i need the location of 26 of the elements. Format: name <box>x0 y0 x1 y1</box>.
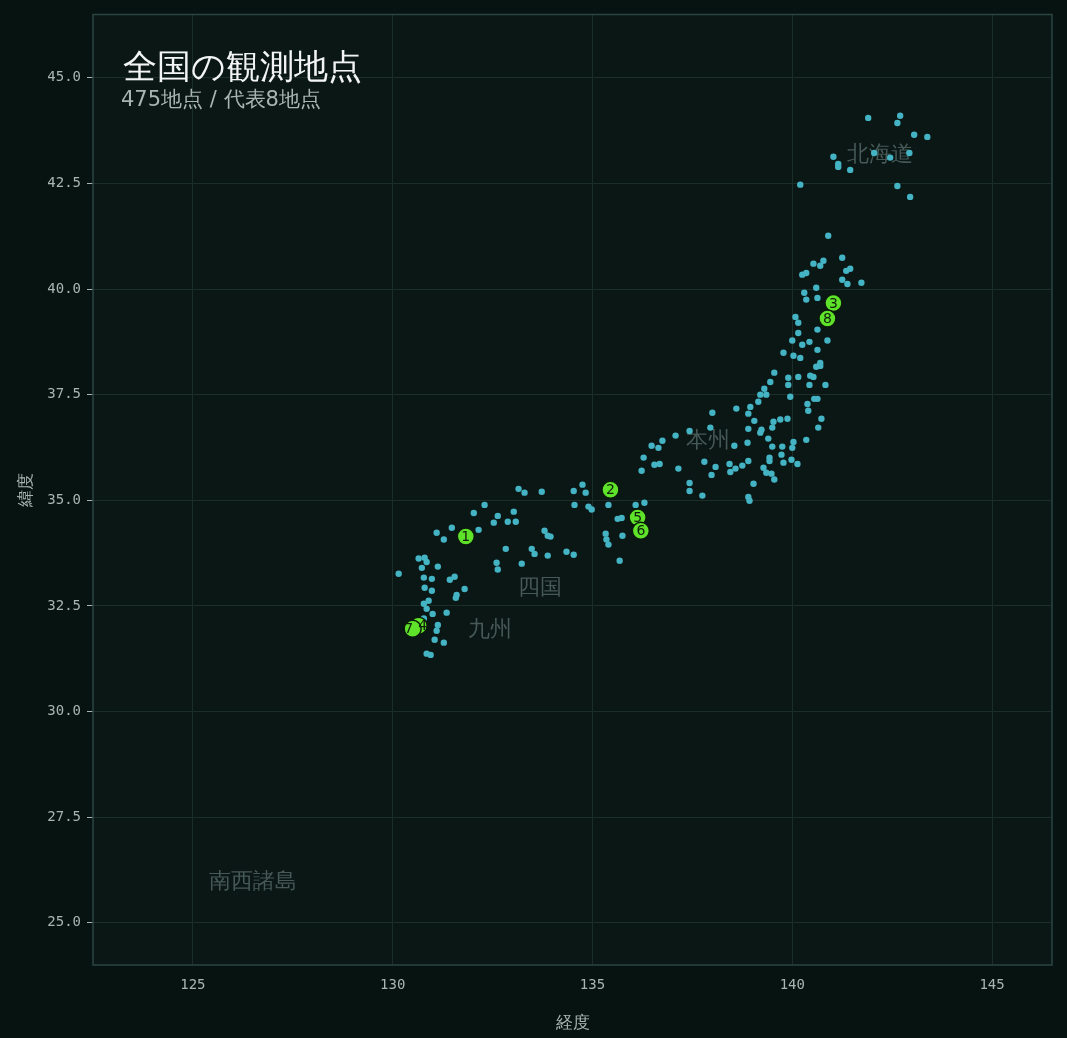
x-tick-label: 125 <box>180 976 206 993</box>
y-tick-label: 40.0 <box>47 279 81 296</box>
x-tick-label: 140 <box>779 976 805 993</box>
y-tick-label: 45.0 <box>47 68 81 85</box>
annotation: 2 <box>606 481 615 498</box>
text: 全国の観測地点 <box>123 46 362 87</box>
y-tick-label: 42.5 <box>47 174 81 191</box>
y-tick-label: 37.5 <box>47 385 81 402</box>
x-tick-label: 135 <box>579 976 606 993</box>
y-tick-label: 30.0 <box>47 702 81 719</box>
annotation: 8 <box>822 310 832 327</box>
annotation: 1 <box>461 528 471 545</box>
annotation: 南西諸島 <box>209 868 298 894</box>
y-tick-label: 32.5 <box>47 596 81 613</box>
annotation: 3 <box>828 294 838 311</box>
x-tick-label: 130 <box>380 976 406 993</box>
annotation: 九州 <box>468 616 513 642</box>
y-tick-label: 25.0 <box>47 913 81 930</box>
text: 475地点 / 代表8地点 <box>121 87 321 112</box>
x-tick-label: 145 <box>979 976 1005 993</box>
y-tick-label: 35.0 <box>47 490 81 507</box>
annotation: 本州 <box>685 426 730 452</box>
x-axis-title: 経度 <box>554 1012 590 1033</box>
annotation: 四国 <box>517 574 562 600</box>
y-tick-label: 27.5 <box>47 807 81 824</box>
y-axis-title: 緯度 <box>14 472 35 508</box>
